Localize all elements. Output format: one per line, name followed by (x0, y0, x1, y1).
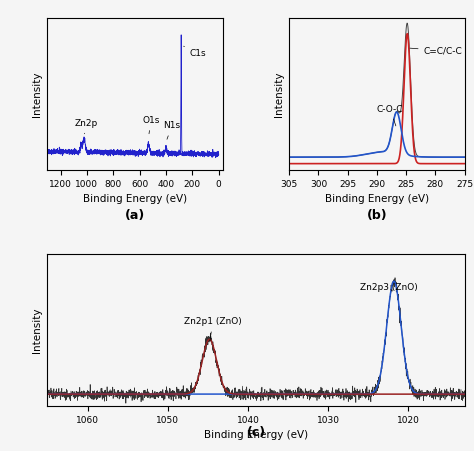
Text: Zn2p: Zn2p (75, 119, 98, 134)
Text: (a): (a) (125, 209, 145, 222)
Text: C1s: C1s (183, 46, 206, 58)
Y-axis label: Intensity: Intensity (32, 307, 42, 353)
X-axis label: Binding Energy (eV): Binding Energy (eV) (204, 430, 308, 440)
Text: C=C/C-C: C=C/C-C (410, 46, 462, 55)
Text: O1s: O1s (142, 116, 160, 134)
Text: Zn2p3 (ZnO): Zn2p3 (ZnO) (360, 283, 418, 292)
X-axis label: Binding Energy (eV): Binding Energy (eV) (83, 194, 187, 204)
Text: (b): (b) (366, 209, 387, 222)
X-axis label: Binding Energy (eV): Binding Energy (eV) (325, 194, 429, 204)
Y-axis label: Intensity: Intensity (273, 71, 284, 117)
Text: C-O-C: C-O-C (377, 105, 403, 126)
Text: Zn2p1 (ZnO): Zn2p1 (ZnO) (184, 318, 242, 342)
Text: (c): (c) (246, 426, 265, 439)
Y-axis label: Intensity: Intensity (32, 71, 42, 117)
Text: N1s: N1s (164, 121, 181, 139)
